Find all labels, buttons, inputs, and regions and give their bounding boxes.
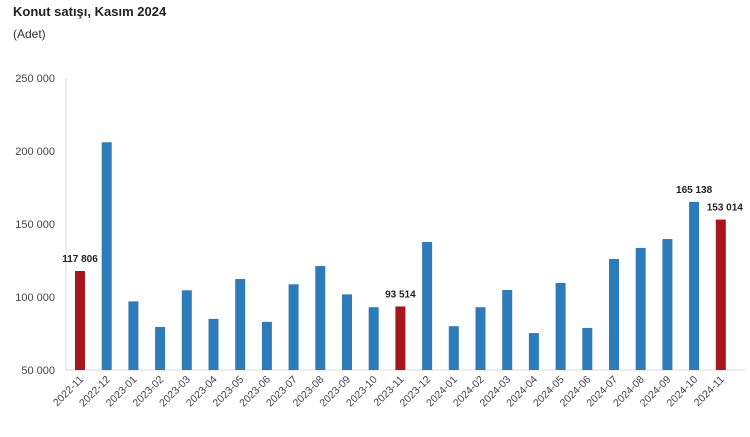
- y-tick-label: 150 000: [15, 219, 55, 231]
- data-label: 117 806: [62, 254, 98, 265]
- bar-2024-03: [502, 289, 513, 370]
- bar-2023-08: [315, 266, 326, 370]
- bar-2024-04: [528, 333, 539, 370]
- bar-2024-02: [475, 307, 486, 370]
- bar-2023-01: [128, 301, 139, 370]
- bar-2023-12: [422, 241, 433, 370]
- bar-2024-06: [582, 327, 593, 370]
- bar-2024-11: [715, 219, 726, 370]
- y-tick-label: 250 000: [15, 73, 55, 85]
- chart-subtitle: (Adet): [13, 27, 46, 41]
- bar-2023-03: [181, 290, 192, 370]
- bar-2023-07: [288, 284, 299, 370]
- x-tick-label: 2024-11: [692, 374, 727, 409]
- bar-2024-09: [662, 239, 673, 370]
- bar-2023-04: [208, 318, 219, 370]
- bar-2022-11: [75, 271, 85, 370]
- bar-2024-01: [448, 326, 459, 370]
- bar-2024-10: [689, 201, 700, 370]
- bar-2024-08: [635, 247, 646, 370]
- bar-2022-12: [101, 142, 112, 370]
- data-label: 153 014: [707, 203, 744, 214]
- y-tick-label: 50 000: [21, 365, 55, 377]
- y-tick-label: 200 000: [15, 146, 55, 158]
- bar-2024-07: [609, 259, 619, 370]
- bar-2023-11: [395, 306, 406, 370]
- bar-2023-06: [261, 321, 272, 370]
- bar-2024-05: [555, 282, 566, 370]
- bar-2023-02: [155, 326, 166, 370]
- data-label: 93 514: [385, 289, 416, 300]
- bar-2023-09: [342, 294, 352, 370]
- bar-2023-05: [235, 279, 246, 370]
- y-tick-label: 100 000: [15, 292, 55, 304]
- chart-title: Konut satışı, Kasım 2024: [13, 4, 167, 19]
- bar-2023-10: [368, 307, 379, 370]
- data-label: 165 138: [676, 185, 713, 196]
